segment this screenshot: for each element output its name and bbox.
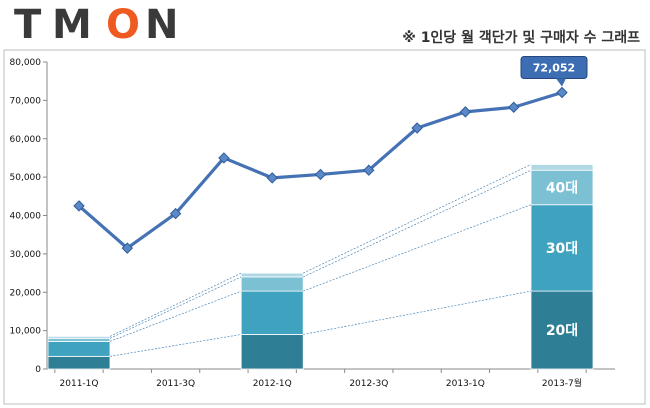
data-point — [73, 200, 85, 212]
y-tick-label: 30,000 — [10, 250, 42, 260]
bar-segment — [530, 290, 594, 370]
connector-line — [303, 169, 532, 278]
callout-box — [520, 56, 588, 80]
logo-letter: M — [52, 2, 92, 48]
bar-segment — [47, 340, 111, 357]
y-tick-label: 40,000 — [10, 212, 42, 222]
connector-line — [303, 164, 532, 274]
x-tick-label: 2012-3Q — [349, 379, 388, 389]
data-point — [121, 242, 134, 254]
x-tick-label: 2013-7월 — [542, 377, 582, 389]
logo-letter: O — [106, 2, 140, 48]
data-point — [218, 152, 230, 164]
bar-segment — [240, 290, 304, 335]
data-point — [266, 172, 278, 184]
bar-segment — [530, 169, 594, 206]
y-tick-label: 80,000 — [10, 58, 42, 68]
data-point — [363, 164, 375, 176]
chart-caption: ※ 1인당 월 객단가 및 구매자 수 그래프 — [402, 29, 640, 46]
segment-label: 40대 — [546, 180, 578, 196]
x-tick-label: 2013-1Q — [446, 379, 485, 389]
segment-label: 30대 — [546, 241, 578, 257]
bar-segment — [47, 335, 111, 339]
y-tick-label: 10,000 — [10, 327, 42, 337]
y-tick-label: 20,000 — [10, 288, 42, 298]
data-point — [459, 106, 472, 118]
y-tick-label: 60,000 — [10, 135, 42, 145]
data-point — [411, 122, 423, 134]
x-tick-label: 2011-1Q — [60, 379, 99, 389]
callout-pointer — [556, 78, 566, 87]
connector-line — [303, 204, 532, 292]
connector-line — [109, 276, 242, 339]
bar-segment — [240, 334, 304, 370]
bar-segment — [47, 355, 111, 370]
connector-line — [109, 290, 242, 342]
bar-segment — [530, 164, 594, 171]
segment-label: 20대 — [546, 323, 578, 339]
callout-label: 72,052 — [533, 62, 575, 75]
data-point — [169, 207, 182, 220]
data-point — [314, 168, 327, 181]
connector-line — [109, 334, 242, 357]
x-tick-label: 2012-1Q — [253, 379, 292, 389]
bar-segment — [240, 276, 304, 292]
logo-letter: T — [14, 2, 42, 48]
connector-line — [303, 290, 532, 335]
bar-segment — [530, 204, 594, 292]
bar-segment — [47, 337, 111, 342]
data-point — [507, 101, 520, 113]
y-tick-label: 70,000 — [10, 96, 42, 106]
x-tick-label: 2011-3Q — [156, 379, 195, 389]
chart-frame — [3, 49, 646, 405]
y-tick-label: 50,000 — [10, 173, 42, 183]
data-point — [556, 86, 568, 99]
y-tick-label: 0 — [35, 365, 41, 375]
logo-letter: N — [145, 2, 178, 48]
connector-line — [109, 272, 242, 337]
bar-segment — [240, 272, 304, 278]
